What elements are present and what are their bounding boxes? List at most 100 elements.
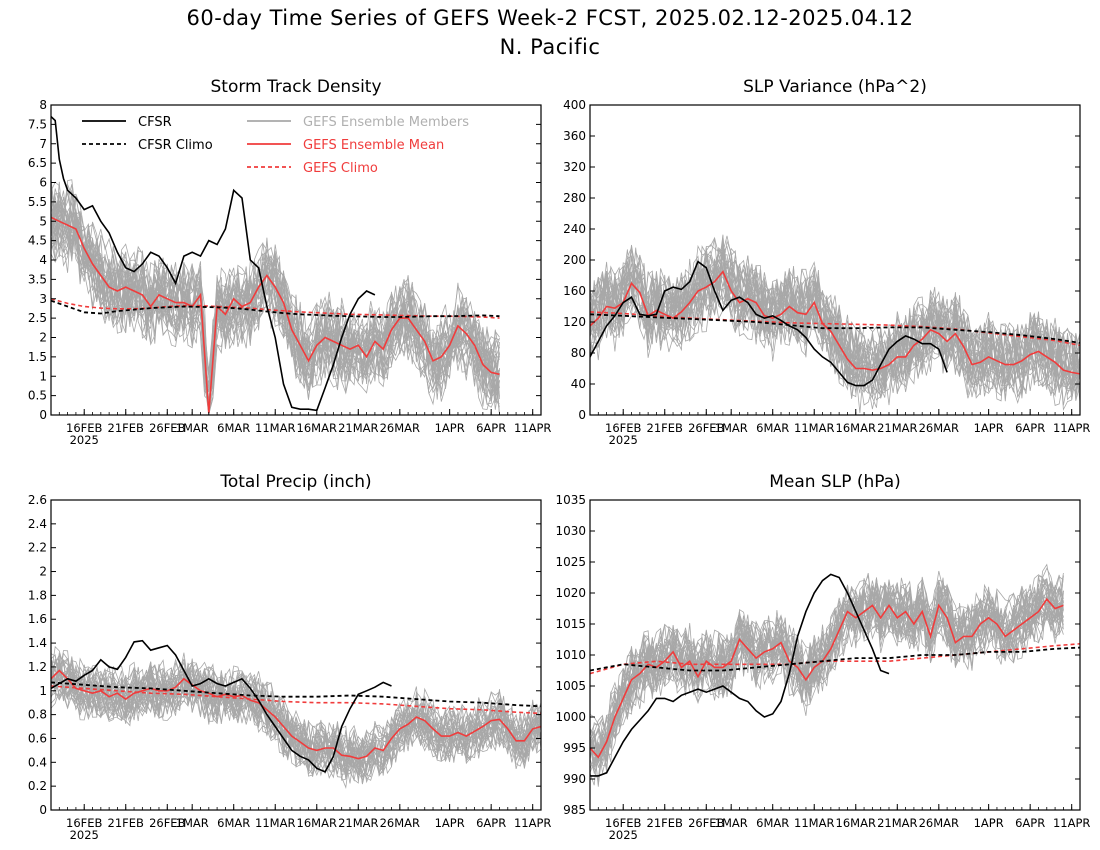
y-tick-label: 1030: [555, 524, 586, 538]
y-tick-label: 995: [563, 741, 586, 755]
y-tick-label: 6.5: [28, 156, 47, 170]
y-tick-label: 40: [571, 377, 586, 391]
y-tick-label: 1: [39, 684, 47, 698]
x-tick-label: 21FEB: [108, 421, 145, 435]
x-tick-label: 11APR: [1053, 816, 1090, 830]
x-tick-label: 21MAR: [877, 421, 917, 435]
series-mean: [51, 669, 541, 760]
y-tick-label: 1000: [555, 710, 586, 724]
y-tick-label: 400: [563, 98, 586, 112]
ensemble-member-line: [51, 182, 500, 415]
y-tick-label: 3.5: [28, 272, 47, 286]
x-tick-label: 26MAR: [919, 421, 959, 435]
x-tick-label: 1MAR: [715, 816, 748, 830]
y-tick-label: 985: [563, 803, 586, 817]
series-gefs-climo: [51, 298, 500, 319]
panel-title: Mean SLP (hPa): [769, 472, 901, 492]
x-tick-label: 1APR: [435, 816, 465, 830]
x-tick-label: 1APR: [435, 421, 465, 435]
chart-panel-4: Mean SLP (hPa) 985 990 995 1000 1005 1010 1015 1…: [555, 472, 1090, 842]
y-tick-label: 0.8: [28, 708, 47, 722]
y-tick-label: 4: [39, 253, 47, 267]
ensemble-member-line: [590, 563, 1064, 766]
x-tick-label: 26FEB: [688, 816, 725, 830]
y-tick-label: 280: [563, 191, 586, 205]
legend-gefs-mean-label: GEFS Ensemble Mean: [303, 138, 444, 153]
y-tick-label: 1035: [555, 493, 586, 507]
x-tick-label: 26FEB: [688, 421, 725, 435]
x-tick-label: 1MAR: [176, 421, 209, 435]
ensemble-member-line: [590, 274, 1080, 399]
x-tick-label: 11APR: [1053, 421, 1090, 435]
y-tick-label: 5.5: [28, 195, 47, 209]
y-tick-label: 1.6: [28, 612, 47, 626]
series-cfsr: [590, 573, 890, 777]
x-tick-label: 21MAR: [877, 816, 917, 830]
series-gefs-climo: [51, 685, 541, 715]
x-tick-label: 16FEB: [605, 421, 642, 435]
x-tick-label: 6MAR: [756, 421, 789, 435]
panel-title: Total Precip (inch): [219, 472, 371, 492]
y-tick-label: 2: [39, 565, 47, 579]
x-tick-label: 11MAR: [255, 816, 295, 830]
ensemble-member-line: [590, 244, 1080, 392]
legend-gefs-climo-label: GEFS Climo: [303, 161, 378, 176]
y-tick-label: 5: [39, 214, 47, 228]
y-tick-label: 0.2: [28, 779, 47, 793]
x-tick-label: 16MAR: [836, 816, 876, 830]
chart-panel-1: Storm Track Density 0 0.5 1 1.5 2 2.5 3 3.5 4 4.5 5…: [28, 77, 552, 447]
x-tick-label: 26MAR: [380, 816, 420, 830]
legend-cfsr-climo-label: CFSR Climo: [138, 138, 213, 153]
x-tick-label: 1MAR: [715, 421, 748, 435]
x-tick-label: 16MAR: [297, 816, 337, 830]
y-tick-label: 8: [39, 98, 47, 112]
y-tick-label: 990: [563, 772, 586, 786]
x-tick-label: 21MAR: [338, 816, 378, 830]
y-tick-label: 0: [39, 408, 47, 422]
x-tick-label: 26MAR: [919, 816, 959, 830]
x-tick-label: 16FEB: [66, 421, 103, 435]
y-tick-label: 7: [39, 137, 47, 151]
x-tick-label: 6MAR: [217, 816, 250, 830]
y-tick-label: 360: [563, 129, 586, 143]
x-tick-label: 11MAR: [255, 421, 295, 435]
plot-frame: [50, 499, 542, 811]
chart-panel-2: SLP Variance (hPa^2) 0 40 80 120 160 200 240 280…: [563, 77, 1090, 447]
x-tick-label: 16MAR: [297, 421, 337, 435]
x-tick-label: 21FEB: [108, 816, 145, 830]
ensemble-member-line: [51, 207, 500, 407]
x-tick-label: 6APR: [1015, 816, 1045, 830]
y-tick-label: 240: [563, 222, 586, 236]
x-tick-label: 26FEB: [149, 421, 186, 435]
x-tick-label: 6MAR: [217, 421, 250, 435]
ensemble-member-line: [51, 657, 541, 772]
x-tick-year: 2025: [70, 433, 99, 447]
panel-title: SLP Variance (hPa^2): [743, 77, 927, 97]
chart-panel-3: Total Precip (inch) 0 0.2 0.4 0.6 0.8 1 1.2 1.4 1…: [28, 472, 552, 842]
y-tick-label: 1.4: [28, 636, 47, 650]
x-tick-label: 16FEB: [605, 816, 642, 830]
y-tick-label: 0: [39, 803, 47, 817]
legend-cfsr-label: CFSR: [138, 115, 172, 130]
x-tick-label: 6APR: [1015, 421, 1045, 435]
y-tick-label: 160: [563, 284, 586, 298]
x-tick-label: 26MAR: [380, 421, 420, 435]
series-mean: [590, 597, 1064, 759]
y-tick-label: 1015: [555, 617, 586, 631]
ensemble-member-line: [51, 659, 541, 785]
ensemble-member-line: [590, 270, 1080, 408]
ensemble-member-line: [590, 578, 1064, 761]
series-cfsr-climo: [590, 646, 1080, 672]
y-tick-label: 200: [563, 253, 586, 267]
y-tick-label: 3: [39, 292, 47, 306]
y-tick-label: 2.2: [28, 541, 47, 555]
ensemble-member-line: [590, 587, 1064, 756]
figure-subtitle: N. Pacific: [499, 35, 601, 59]
ensemble-member-line: [51, 178, 500, 406]
x-tick-label: 6MAR: [756, 816, 789, 830]
legend: CFSR CFSR Climo GEFS Ensemble Members GEFS …: [82, 115, 469, 176]
y-tick-label: 1.8: [28, 588, 47, 602]
y-tick-label: 1.2: [28, 660, 47, 674]
y-tick-label: 80: [571, 346, 586, 360]
